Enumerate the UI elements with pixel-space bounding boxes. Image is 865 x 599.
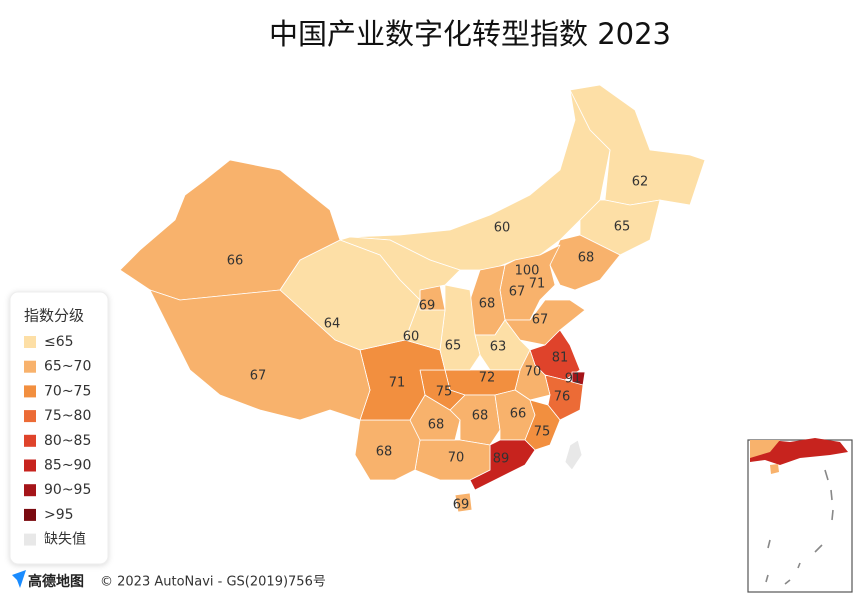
value-label: 67: [532, 313, 549, 328]
legend-label: 缺失值: [44, 532, 86, 548]
legend-swatch: [24, 410, 36, 423]
legend-swatch: [24, 336, 36, 348]
logo-icon: [12, 570, 26, 588]
legend-swatch: [24, 459, 36, 472]
value-label: 65: [614, 220, 631, 235]
logo-text: 高德地图: [28, 573, 84, 590]
legend-label: ≤65: [44, 334, 74, 350]
legend-label: >95: [44, 507, 74, 523]
legend-swatch: [24, 434, 36, 447]
value-label: 69: [453, 498, 470, 513]
value-label: 63: [490, 340, 507, 355]
region: [504, 299, 586, 346]
value-label: 67: [509, 285, 526, 300]
legend-label: 85~90: [44, 458, 91, 474]
value-label: 81: [552, 351, 569, 366]
inset-sea-islands: [765, 469, 834, 585]
value-label: 100: [515, 264, 540, 279]
value-label: 69: [419, 299, 436, 314]
value-label: 91: [565, 372, 582, 387]
region: [414, 439, 491, 481]
legend-swatch: [24, 533, 36, 546]
legend-label: 65~70: [44, 359, 91, 375]
value-label: 72: [479, 371, 496, 386]
value-label: 64: [324, 317, 341, 332]
chart-title: 中国产业数字化转型指数 2023: [269, 17, 671, 51]
value-label: 76: [554, 390, 571, 405]
value-label: 75: [436, 385, 453, 400]
value-label: 71: [389, 376, 406, 391]
value-label: 67: [250, 369, 267, 384]
region: [524, 399, 561, 451]
legend-swatch: [24, 508, 36, 521]
value-label: 68: [428, 418, 445, 433]
value-label: 75: [534, 425, 551, 440]
value-label: 65: [445, 339, 462, 354]
region: [449, 394, 501, 446]
value-label: 68: [479, 297, 496, 312]
region: [454, 492, 473, 513]
value-label: 89: [493, 452, 510, 467]
regions: [119, 84, 706, 513]
inset-land: [750, 440, 780, 458]
inset-frame: [747, 439, 853, 593]
value-label: 66: [227, 254, 244, 269]
region: [564, 439, 583, 471]
legend-swatch: [24, 484, 36, 497]
value-label: 70: [525, 365, 542, 380]
value-label: 70: [448, 451, 465, 466]
legend-label: 90~95: [44, 482, 91, 498]
value-label: 71: [529, 277, 546, 292]
legend-swatch: [24, 360, 36, 373]
legend-label: 80~85: [44, 433, 91, 449]
legend-label: 70~75: [44, 383, 91, 399]
region: [544, 374, 584, 421]
value-label: 68: [578, 251, 595, 266]
value-label: 60: [403, 330, 420, 345]
value-label: 68: [472, 409, 489, 424]
region: [349, 89, 611, 271]
value-label: 62: [632, 175, 649, 190]
legend-swatch: [24, 385, 36, 398]
value-label: 66: [510, 407, 527, 422]
legend-label: 75~80: [44, 408, 91, 424]
value-label: 60: [494, 221, 511, 236]
legend-title: 指数分级: [24, 307, 84, 325]
legend-box: [9, 291, 109, 565]
attribution: © 2023 AutoNavi - GS(2019)756号: [100, 575, 326, 590]
inset-island: [770, 464, 779, 474]
value-label: 68: [376, 445, 393, 460]
legend: ≤65 65~70 70~75 75~80 80~85 85~90 90~95 >95 缺失值: [24, 334, 91, 548]
region: [149, 289, 371, 421]
